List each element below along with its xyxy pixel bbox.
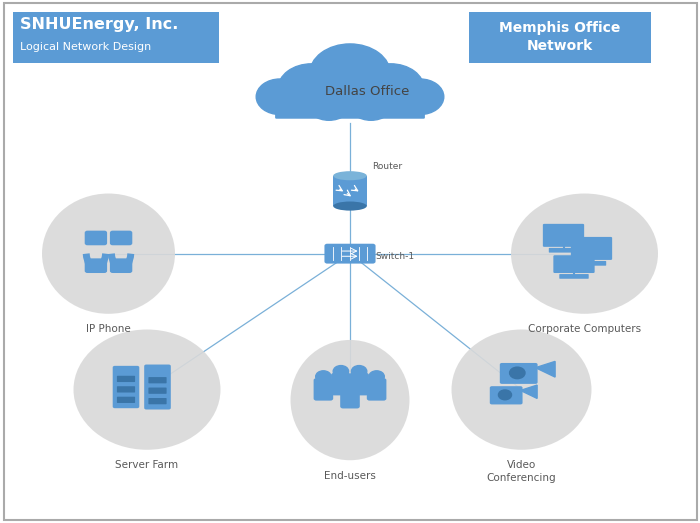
Ellipse shape [452,329,592,450]
Ellipse shape [290,340,410,460]
FancyBboxPatch shape [110,258,132,273]
Text: Logical Network Design: Logical Network Design [20,42,151,52]
FancyBboxPatch shape [148,398,167,404]
FancyBboxPatch shape [571,237,612,260]
Bar [333,176,367,206]
FancyBboxPatch shape [314,378,333,401]
FancyBboxPatch shape [469,12,651,63]
Text: End-users: End-users [324,471,376,481]
FancyBboxPatch shape [110,231,132,245]
Circle shape [396,79,444,115]
FancyBboxPatch shape [553,255,594,273]
FancyBboxPatch shape [340,386,360,408]
Text: Router: Router [372,162,402,171]
FancyBboxPatch shape [85,231,107,245]
Circle shape [357,64,424,114]
Text: Server Farm: Server Farm [116,460,178,470]
Text: Video
Conferencing: Video Conferencing [486,460,556,483]
Text: SNHUEnergy, Inc.: SNHUEnergy, Inc. [20,17,178,31]
FancyBboxPatch shape [490,386,522,404]
Text: Corporate Computers: Corporate Computers [528,324,641,334]
FancyBboxPatch shape [543,224,584,247]
Circle shape [510,367,525,379]
FancyBboxPatch shape [331,373,351,395]
FancyBboxPatch shape [367,378,386,401]
Circle shape [349,87,393,120]
Circle shape [342,379,358,390]
Ellipse shape [333,171,367,180]
FancyBboxPatch shape [85,258,107,273]
Circle shape [309,44,391,105]
FancyBboxPatch shape [13,12,219,63]
Circle shape [333,366,349,377]
Circle shape [316,371,331,382]
Circle shape [498,390,512,400]
Ellipse shape [42,194,175,314]
FancyBboxPatch shape [113,366,139,408]
Polygon shape [520,385,537,399]
Text: Switch-1: Switch-1 [375,252,414,261]
Ellipse shape [74,329,220,450]
Ellipse shape [511,194,658,314]
Circle shape [278,64,345,114]
FancyBboxPatch shape [324,244,375,264]
FancyBboxPatch shape [144,365,171,410]
FancyBboxPatch shape [117,386,135,392]
Ellipse shape [333,201,367,211]
Polygon shape [536,361,555,377]
FancyBboxPatch shape [559,274,589,279]
Circle shape [256,79,304,115]
FancyBboxPatch shape [349,373,369,395]
FancyBboxPatch shape [549,248,578,253]
Text: IP Phone: IP Phone [86,324,131,334]
Text: Dallas Office: Dallas Office [326,85,409,98]
FancyBboxPatch shape [117,396,135,403]
FancyBboxPatch shape [117,376,135,382]
Circle shape [351,366,367,377]
FancyBboxPatch shape [148,388,167,394]
FancyBboxPatch shape [275,90,425,119]
FancyBboxPatch shape [500,363,538,384]
Text: Memphis Office
Network: Memphis Office Network [499,21,621,53]
Circle shape [369,371,384,382]
FancyBboxPatch shape [148,377,167,383]
Circle shape [307,87,351,120]
FancyBboxPatch shape [577,261,606,266]
